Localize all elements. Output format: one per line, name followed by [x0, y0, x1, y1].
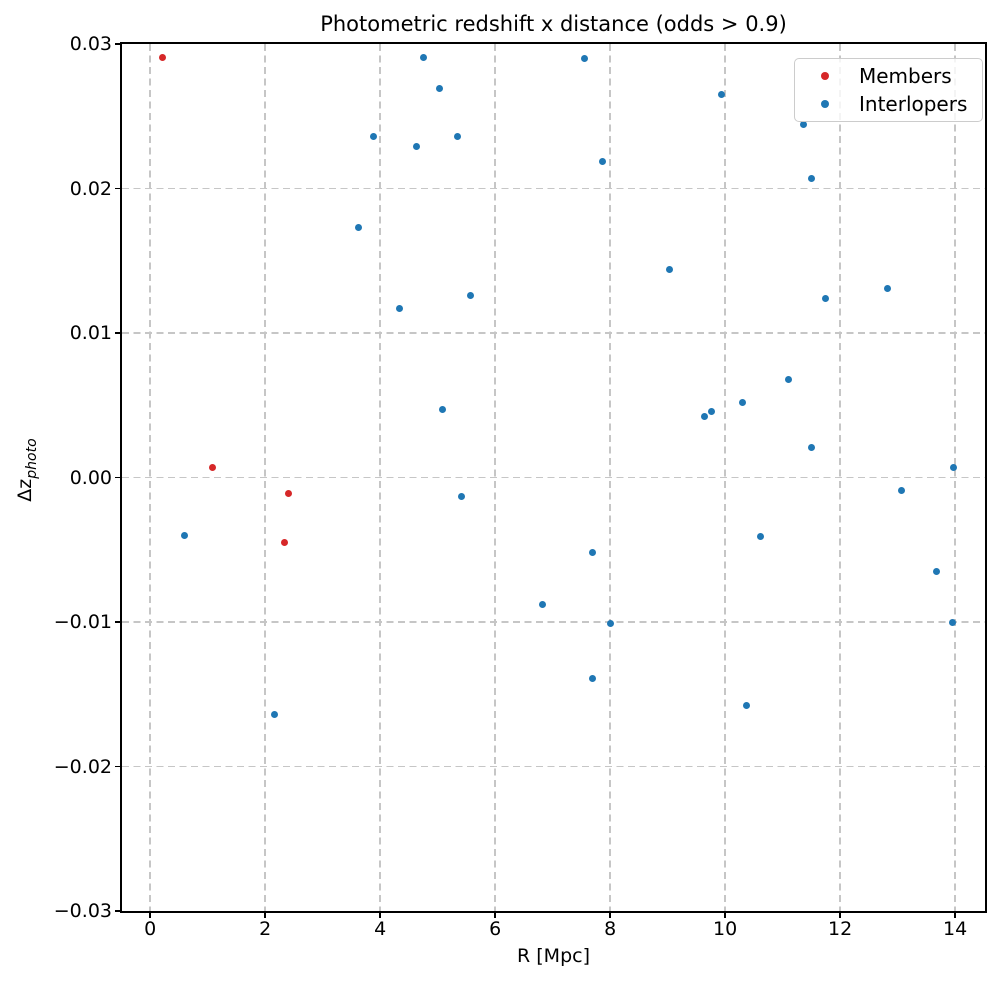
- gridline-y-−0.01: [122, 621, 985, 623]
- x-tick-label-8: 8: [604, 918, 617, 940]
- scatter-point-members: [284, 489, 292, 497]
- legend-label-interlopers: Interlopers: [859, 92, 968, 116]
- x-tick-label-6: 6: [489, 918, 502, 940]
- gridline-y-0.00: [122, 476, 985, 479]
- scatter-point-interlopers: [419, 53, 427, 61]
- y-tick-mark-0.02: [115, 187, 122, 190]
- scatter-point-interlopers: [707, 407, 715, 415]
- scatter-point-interlopers: [808, 443, 816, 451]
- gridline-y-0.01: [122, 332, 985, 334]
- scatter-point-interlopers: [756, 533, 764, 541]
- scatter-point-interlopers: [453, 132, 461, 140]
- scatter-point-interlopers: [355, 224, 363, 231]
- x-tick-mark-0: [149, 911, 152, 918]
- scatter-point-interlopers: [949, 463, 957, 471]
- scatter-point-interlopers: [948, 618, 956, 626]
- scatter-point-interlopers: [395, 304, 403, 312]
- x-tick-label-4: 4: [374, 918, 387, 940]
- y-tick-mark-−0.03: [115, 910, 122, 912]
- x-tick-mark-14: [954, 911, 956, 918]
- scatter-point-interlopers: [701, 413, 709, 421]
- scatter-point-interlopers: [897, 487, 905, 494]
- y-tick-mark-0.01: [115, 332, 122, 334]
- y-tick-label-0.01: 0.01: [69, 322, 112, 344]
- x-tick-mark-8: [609, 911, 612, 918]
- x-tick-label-0: 0: [144, 918, 157, 940]
- gridline-y-−0.02: [122, 765, 985, 768]
- scatter-point-members: [208, 463, 216, 471]
- scatter-point-interlopers: [589, 549, 597, 557]
- scatter-point-interlopers: [821, 294, 829, 302]
- scatter-point-interlopers: [808, 174, 816, 182]
- gridline-y-0.02: [122, 187, 985, 190]
- y-tick-label-0.03: 0.03: [69, 33, 112, 55]
- scatter-point-interlopers: [742, 702, 750, 710]
- scatter-point-interlopers: [270, 710, 278, 718]
- scatter-point-interlopers: [467, 291, 475, 299]
- scatter-point-interlopers: [435, 85, 443, 93]
- x-tick-label-12: 12: [828, 918, 853, 940]
- scatter-point-interlopers: [580, 54, 588, 62]
- y-tick-label-−0.03: −0.03: [53, 900, 112, 922]
- scatter-point-interlopers: [589, 674, 597, 682]
- scatter-point-members: [158, 53, 166, 61]
- scatter-point-interlopers: [717, 91, 725, 99]
- scatter-point-interlopers: [457, 492, 465, 500]
- x-tick-mark-12: [839, 911, 841, 918]
- scatter-point-interlopers: [884, 284, 892, 292]
- scatter-point-interlopers: [799, 121, 807, 129]
- interlopers-marker-icon: [821, 100, 829, 108]
- scatter-point-interlopers: [932, 567, 940, 575]
- x-tick-mark-6: [494, 911, 497, 918]
- y-tick-mark-−0.01: [115, 621, 122, 623]
- y-tick-label-−0.02: −0.02: [53, 755, 112, 778]
- y-tick-label-0.02: 0.02: [69, 177, 112, 200]
- x-tick-label-2: 2: [259, 918, 272, 940]
- x-tick-mark-4: [379, 911, 382, 918]
- scatter-point-interlopers: [539, 601, 547, 609]
- y-tick-mark-0.03: [115, 43, 122, 45]
- y-tick-label-0.00: 0.00: [69, 466, 112, 489]
- x-tick-label-14: 14: [943, 918, 968, 940]
- x-tick-label-10: 10: [713, 918, 738, 940]
- plot-area: Members Interlopers: [120, 42, 987, 913]
- scatter-point-interlopers: [413, 143, 421, 151]
- scatter-point-interlopers: [180, 531, 188, 539]
- y-tick-mark-−0.02: [115, 765, 122, 768]
- scatter-point-interlopers: [738, 398, 746, 406]
- legend-item-members: Members: [795, 63, 982, 89]
- legend-item-interlopers: Interlopers: [795, 91, 982, 117]
- y-tick-label-−0.01: −0.01: [53, 611, 112, 633]
- chart-title: Photometric redshift x distance (odds > …: [320, 12, 787, 36]
- members-marker-icon: [821, 72, 829, 80]
- x-axis-label: R [Mpc]: [517, 945, 590, 967]
- x-tick-mark-2: [264, 911, 267, 918]
- scatter-point-interlopers: [666, 265, 674, 273]
- y-tick-mark-0.00: [115, 476, 122, 479]
- scatter-point-interlopers: [784, 375, 792, 383]
- legend-label-members: Members: [859, 64, 952, 88]
- scatter-point-interlopers: [598, 157, 606, 165]
- x-tick-mark-10: [724, 911, 727, 918]
- scatter-point-interlopers: [606, 619, 614, 627]
- legend: Members Interlopers: [794, 58, 983, 122]
- scatter-point-interlopers: [438, 406, 446, 414]
- scatter-point-interlopers: [369, 132, 377, 140]
- scatter-point-members: [280, 539, 288, 547]
